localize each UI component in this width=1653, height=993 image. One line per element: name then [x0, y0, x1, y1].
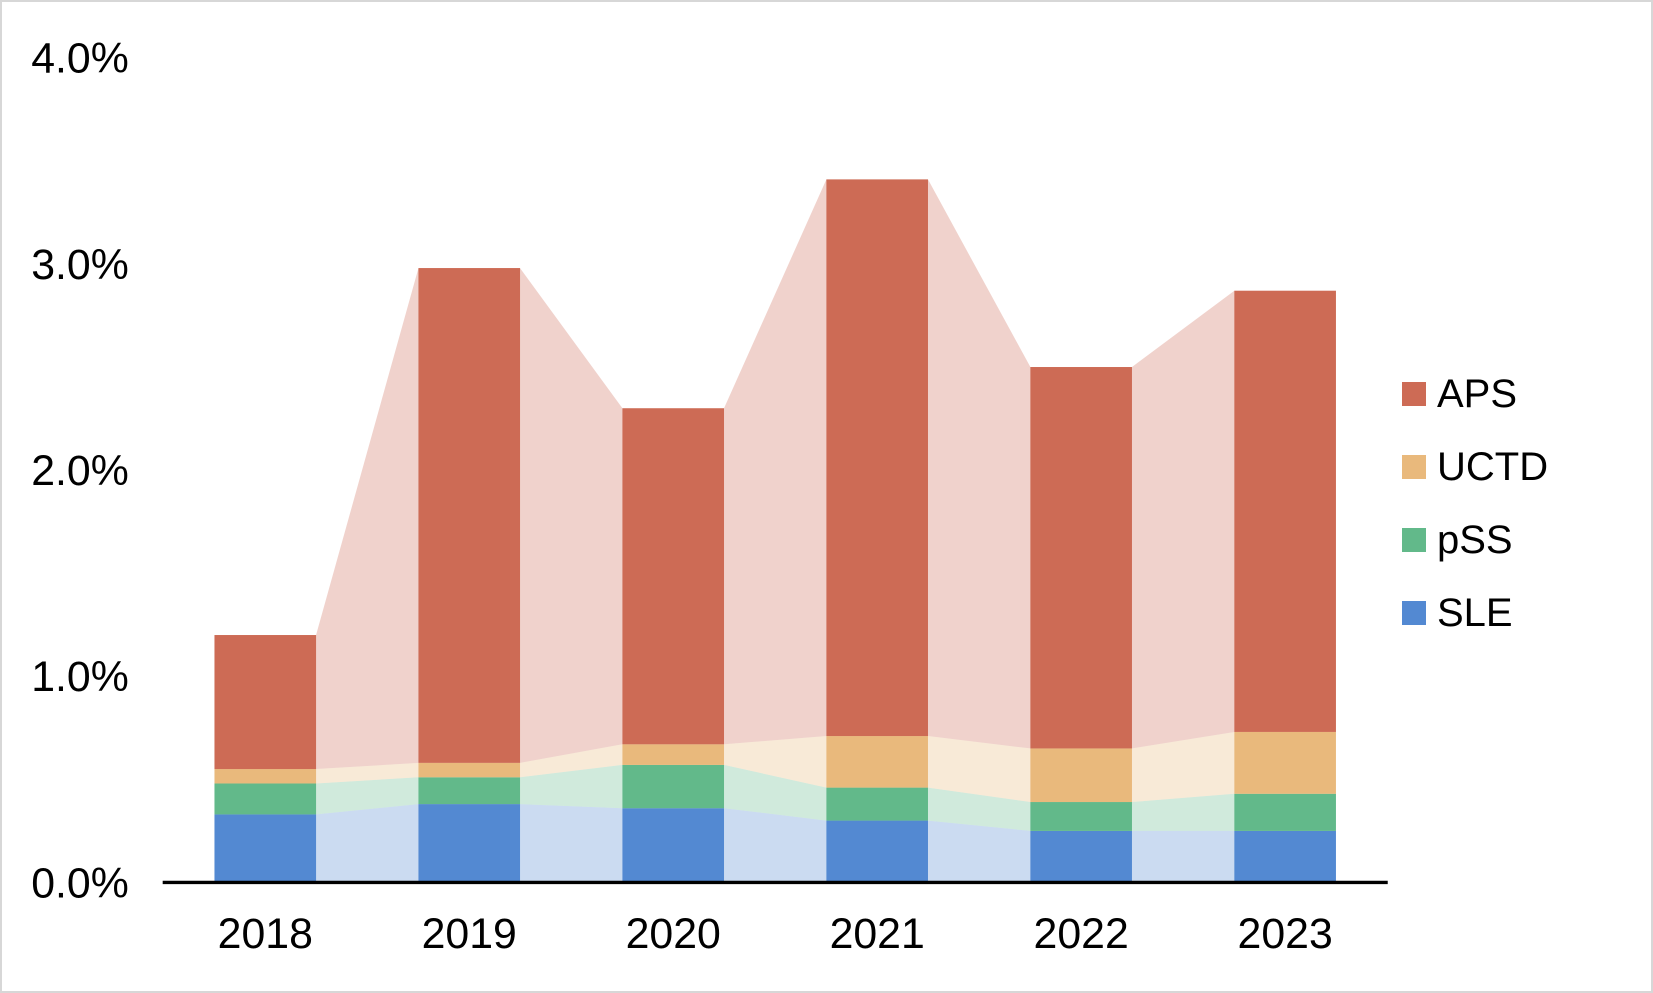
x-axis-label-2019: 2019 — [422, 910, 517, 958]
legend-item-sle: SLE — [1402, 589, 1548, 637]
chart-legend: APS UCTD pSS SLE — [1402, 370, 1548, 637]
bar-segment-2019-pss — [418, 777, 521, 805]
bar-segment-2018-sle — [214, 814, 317, 882]
x-axis-label-2021: 2021 — [830, 910, 925, 958]
legend-item-pss: pSS — [1402, 516, 1548, 564]
y-axis-tick-label: 2.0% — [31, 447, 129, 495]
legend-swatch-aps — [1402, 382, 1426, 406]
legend-label-aps: APS — [1437, 372, 1518, 416]
bar-segment-2021-aps — [826, 179, 928, 737]
y-axis-tick-label: 1.0% — [31, 653, 129, 701]
bar-segment-2022-sle — [1030, 830, 1132, 882]
area-band-aps — [214, 179, 1336, 770]
legend-item-uctd: UCTD — [1402, 443, 1548, 491]
bar-segment-2020-pss — [622, 764, 725, 809]
bar-segment-2019-sle — [418, 804, 521, 882]
legend-swatch-uctd — [1402, 455, 1426, 479]
bar-segment-2021-uctd — [826, 736, 928, 788]
legend-label-pss: pSS — [1437, 518, 1513, 562]
bar-segment-2023-sle — [1234, 830, 1336, 882]
bar-segment-2022-aps — [1030, 367, 1132, 749]
bar-segment-2020-aps — [622, 408, 725, 745]
legend-swatch-pss — [1402, 528, 1426, 552]
legend-label-uctd: UCTD — [1437, 445, 1549, 489]
bar-segment-2018-uctd — [214, 769, 317, 784]
bar-segment-2019-aps — [418, 268, 521, 763]
x-axis-label-2018: 2018 — [218, 910, 313, 958]
bar-segment-2020-uctd — [622, 744, 725, 765]
y-axis-tick-label: 0.0% — [31, 859, 129, 907]
y-axis-tick-label: 3.0% — [31, 241, 129, 289]
legend-swatch-sle — [1402, 601, 1426, 625]
x-axis-label-2022: 2022 — [1034, 910, 1129, 958]
x-axis-label-2020: 2020 — [626, 910, 721, 958]
legend-label-sle: SLE — [1437, 591, 1513, 635]
y-axis-tick-label: 4.0% — [31, 35, 129, 83]
bar-segment-2018-aps — [214, 635, 317, 770]
legend-item-aps: APS — [1402, 370, 1548, 418]
x-axis-label-2023: 2023 — [1238, 910, 1333, 958]
bar-segment-2023-pss — [1234, 793, 1336, 831]
bar-segment-2023-uctd — [1234, 731, 1336, 794]
bar-segment-2021-sle — [826, 820, 928, 882]
bar-segment-2019-uctd — [418, 762, 521, 778]
bar-segment-2021-pss — [826, 787, 928, 821]
bar-segment-2023-aps — [1234, 290, 1336, 732]
bar-segment-2018-pss — [214, 783, 317, 815]
bar-segment-2020-sle — [622, 808, 725, 882]
bar-segment-2022-pss — [1030, 802, 1132, 831]
bar-segment-2022-uctd — [1030, 748, 1132, 803]
